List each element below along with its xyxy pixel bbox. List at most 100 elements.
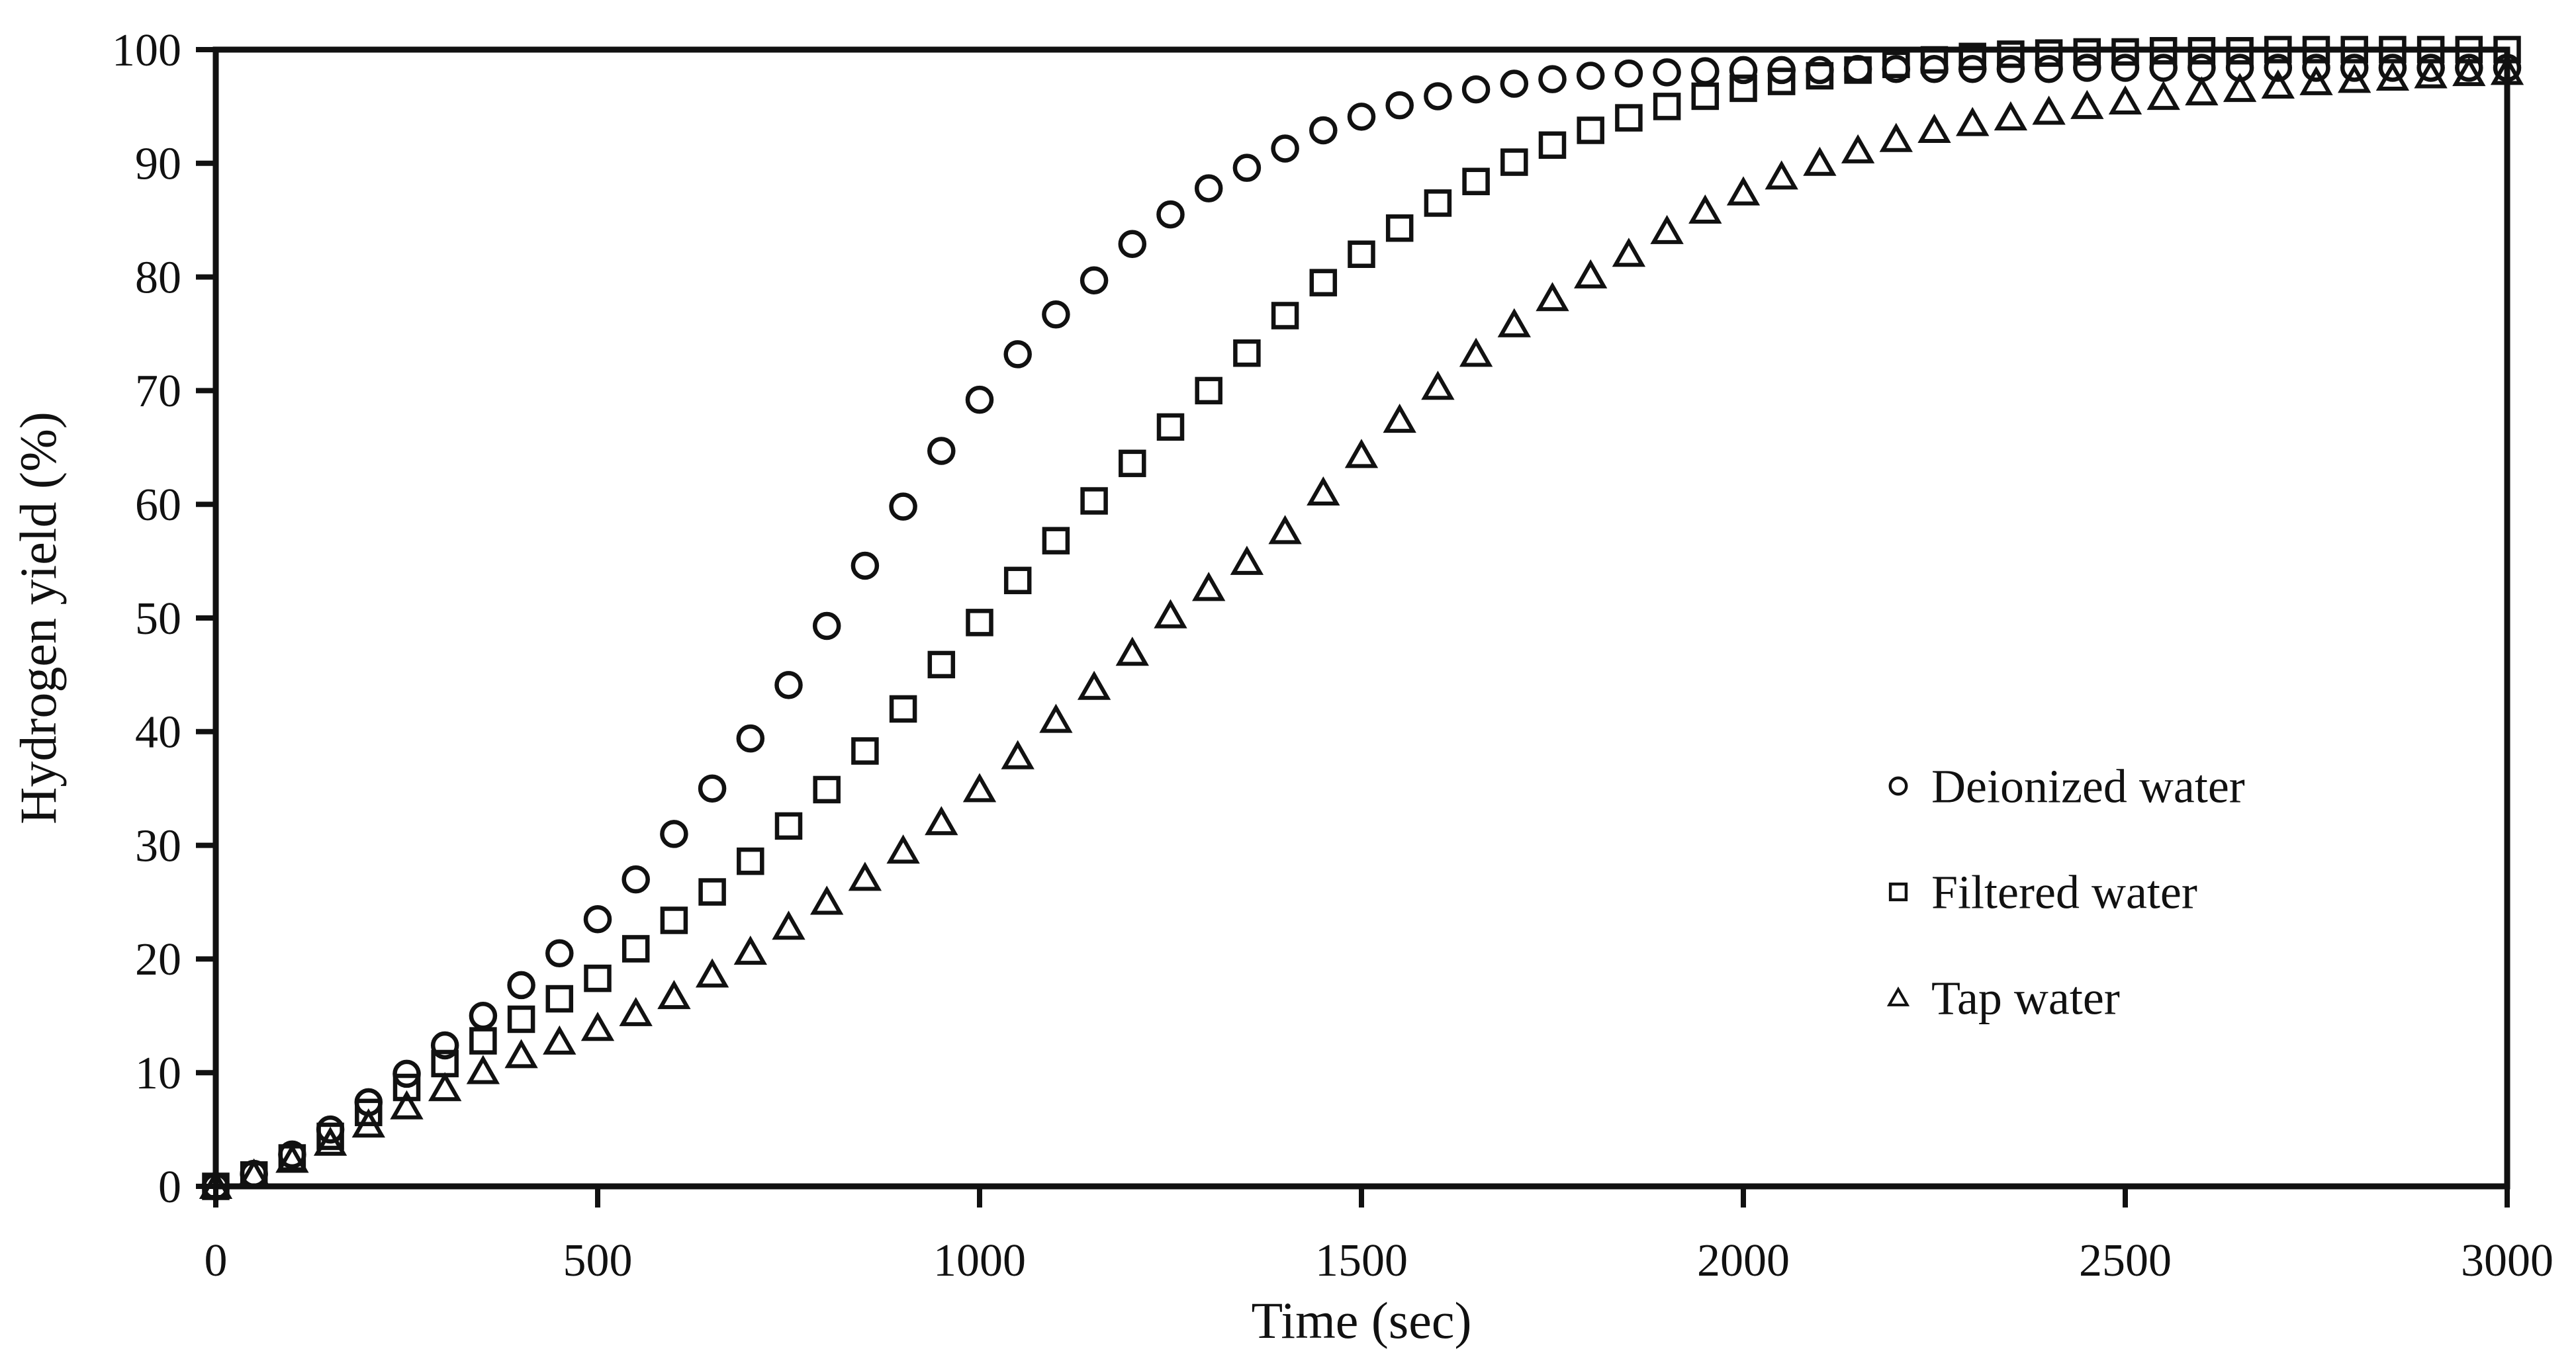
triangle-data-point <box>237 1158 271 1188</box>
circle-data-point <box>2416 54 2445 82</box>
y-tick-label: 0 <box>158 1162 181 1213</box>
circle-data-point <box>2264 54 2293 82</box>
circle-data-point <box>1385 91 1414 120</box>
square-data-point <box>507 1005 535 1033</box>
triangle-data-point <box>428 1072 462 1102</box>
triangle-data-point <box>733 936 767 965</box>
triangle-data-point <box>1307 476 1340 506</box>
circle-data-point <box>1920 54 1949 83</box>
circle-data-point <box>927 437 956 465</box>
circle-legend-icon <box>1888 776 1908 796</box>
triangle-data-point <box>466 1055 500 1084</box>
circle-data-point <box>1080 266 1109 295</box>
x-tick-label: 1500 <box>1315 1235 1408 1286</box>
circle-data-point <box>2187 54 2216 82</box>
triangle-data-point <box>1077 670 1111 700</box>
circle-data-point <box>583 905 612 934</box>
x-tick-label: 3000 <box>2461 1235 2553 1286</box>
square-data-point <box>1653 93 1681 120</box>
series-layer <box>199 36 2524 1201</box>
circle-data-point <box>1806 56 1834 85</box>
circle-data-point <box>545 939 574 968</box>
square-data-point <box>621 935 650 963</box>
y-tick-label: 10 <box>135 1048 181 1099</box>
circle-data-point <box>1347 103 1376 131</box>
square-data-point <box>1882 50 1910 79</box>
circle-data-point <box>1156 200 1185 229</box>
y-tick-label: 90 <box>135 139 181 190</box>
triangle-data-point <box>1726 176 1761 206</box>
triangle-data-point <box>695 958 729 988</box>
circle-data-point <box>1538 65 1567 93</box>
triangle-data-point <box>2375 61 2410 91</box>
triangle-data-point <box>1383 404 1416 433</box>
y-axis-title: Hydrogen yield (%) <box>9 412 67 824</box>
triangle-data-point <box>810 885 844 915</box>
triangle-data-point <box>772 910 805 940</box>
triangle-data-point <box>2490 56 2524 85</box>
square-data-point <box>545 985 574 1013</box>
triangle-data-point <box>1917 113 1951 143</box>
triangle-data-point <box>2223 73 2257 103</box>
triangle-data-point <box>848 861 882 891</box>
triangle-data-point <box>1344 439 1379 468</box>
triangle-data-point <box>886 834 920 864</box>
legend-label: Deionized water <box>1931 760 2245 813</box>
circle-data-point <box>1614 59 1643 88</box>
square-data-point <box>1997 40 2025 68</box>
circle-data-point <box>812 611 841 640</box>
triangle-data-point <box>1841 134 1875 163</box>
circle-data-point <box>621 865 650 894</box>
triangle-data-point <box>1956 107 1990 136</box>
triangle-data-point <box>2108 85 2142 115</box>
square-data-point <box>1385 214 1414 242</box>
square-data-point <box>1500 148 1528 176</box>
x-tick-label: 1000 <box>933 1235 1026 1286</box>
triangle-data-point <box>199 1169 233 1199</box>
square-data-point <box>1462 167 1490 196</box>
square-data-point <box>1958 42 1986 71</box>
square-data-point <box>1119 449 1146 478</box>
axis-ticks <box>196 47 2510 1208</box>
square-data-point <box>813 775 841 804</box>
triangle-data-point <box>351 1108 385 1138</box>
square-data-point <box>2111 38 2139 66</box>
circle-data-point <box>1232 154 1262 182</box>
y-tick-label: 60 <box>135 480 181 531</box>
circle-data-point <box>2340 54 2369 82</box>
triangle-data-point <box>1039 703 1073 733</box>
circle-data-point <box>1309 116 1338 145</box>
circle-data-point <box>1500 69 1529 98</box>
series-filtered-water <box>202 36 2521 1200</box>
circle-data-point <box>2149 54 2178 82</box>
triangle-data-point <box>2452 57 2486 87</box>
x-axis-title: Time (sec) <box>1252 1292 1472 1349</box>
x-tick-label: 0 <box>205 1235 228 1286</box>
circle-data-point <box>851 551 880 580</box>
x-tick-label: 500 <box>563 1235 633 1286</box>
plot-frame <box>212 46 2510 1190</box>
circle-data-point <box>469 1002 498 1030</box>
triangle-data-point <box>1688 194 1722 224</box>
square-data-point <box>2226 36 2254 65</box>
square-data-point <box>1042 527 1070 554</box>
triangle-data-point <box>2299 66 2333 95</box>
triangle-data-point <box>1879 122 1913 152</box>
legend-item-filtered-water: Filtered water <box>1888 865 2197 918</box>
square-data-point <box>2302 36 2330 64</box>
triangle-data-point <box>1574 259 1608 288</box>
square-data-point <box>1577 116 1604 144</box>
triangle-data-point <box>2261 69 2295 99</box>
square-data-point <box>316 1122 344 1151</box>
y-tick-label: 70 <box>135 366 181 417</box>
triangle-data-point <box>1421 371 1455 400</box>
square-data-point <box>698 878 726 906</box>
triangle-data-point <box>580 1012 615 1041</box>
y-tick-label: 100 <box>112 25 181 76</box>
square-data-point <box>1767 67 1796 95</box>
triangle-data-point <box>925 806 958 836</box>
square-data-point <box>851 737 879 765</box>
y-tick-label: 30 <box>135 820 181 871</box>
